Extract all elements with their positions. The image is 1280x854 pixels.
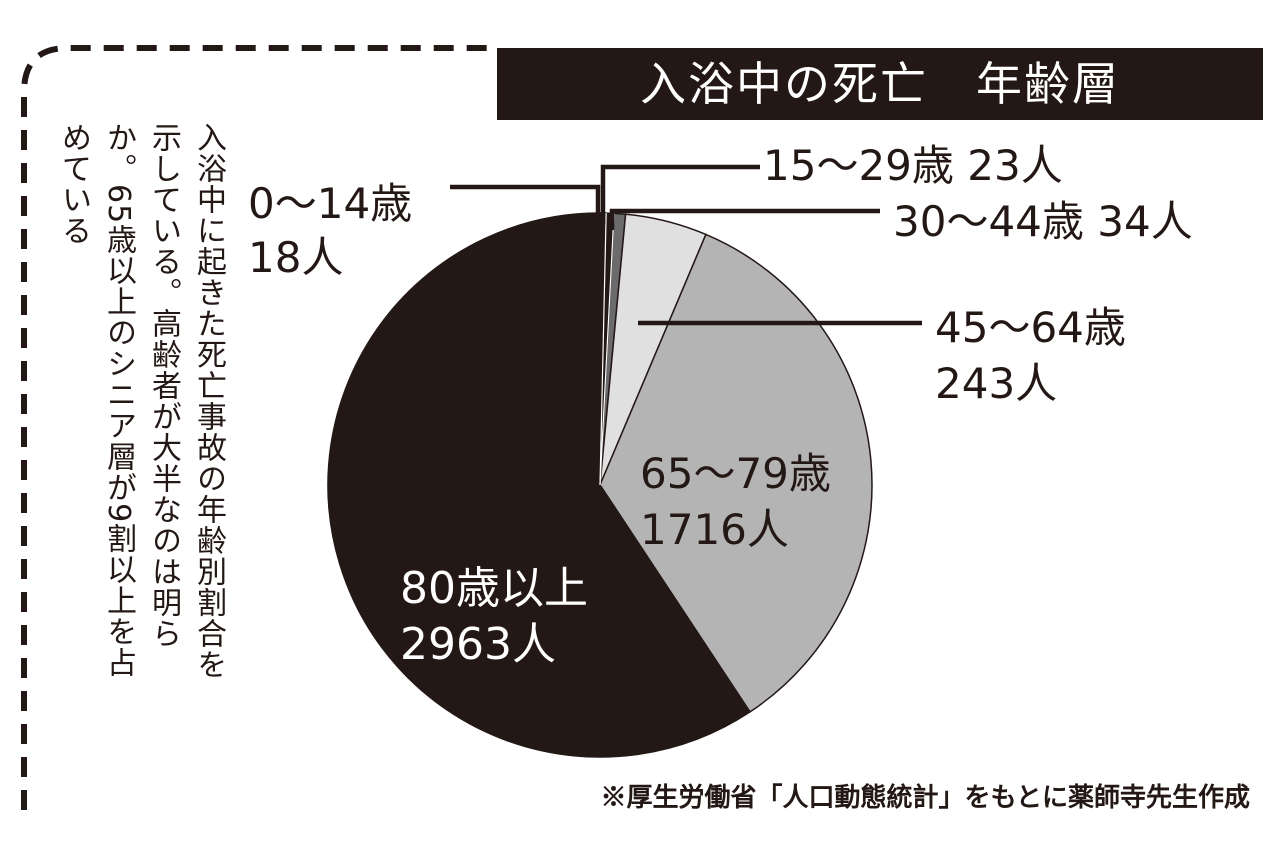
description-line-3: か。65歳以上のシニア層が9割以上を占 <box>101 122 136 679</box>
description-line-1: 入浴中に起きた死亡事故の年齢別割合を <box>191 122 226 680</box>
slice-value-age-0-14: 18人 <box>248 233 344 282</box>
slice-value-age-65-79: 1716人 <box>640 505 789 554</box>
chart-title: 入浴中の死亡 年齢層 <box>497 48 1263 120</box>
slice-label-age-15-29: 15〜29歳 23人 <box>763 140 1063 192</box>
slice-label-age-45-64: 45〜64歳 <box>935 303 1126 352</box>
slice-separator <box>599 213 615 486</box>
slice-label-text: 30〜44歳 <box>893 197 1084 246</box>
slice-value-age-45-64: 243人 <box>935 359 1058 408</box>
slice-label-age-80-plus: 80歳以上 <box>400 563 588 614</box>
slice-separator <box>599 213 607 486</box>
slice-label-age-65-79: 65〜79歳 <box>640 449 831 498</box>
slice-value-text: 34人 <box>1097 197 1193 246</box>
leader-line-age-15-29 <box>600 164 760 225</box>
pie-slice-age-65-79 <box>599 233 873 713</box>
leader-line-age-30-44 <box>609 208 880 230</box>
description-line-2: 示している。高齢者が大半なのは明ら <box>146 122 181 649</box>
slice-label-text: 15〜29歳 <box>763 141 954 190</box>
slice-value-text: 23人 <box>967 141 1063 190</box>
description-line-4: めている <box>56 122 91 246</box>
slice-label-age-0-14: 0〜14歳 <box>248 179 413 228</box>
slice-value-age-80-plus: 2963人 <box>400 619 556 670</box>
pie-slice-age-80-plus <box>327 212 752 758</box>
slice-label-age-30-44: 30〜44歳 34人 <box>893 196 1193 248</box>
leader-line-age-0-14 <box>450 184 601 225</box>
source-note: ※厚生労働省「人口動態統計」をもとに薬師寺先生作成 <box>600 783 1250 813</box>
